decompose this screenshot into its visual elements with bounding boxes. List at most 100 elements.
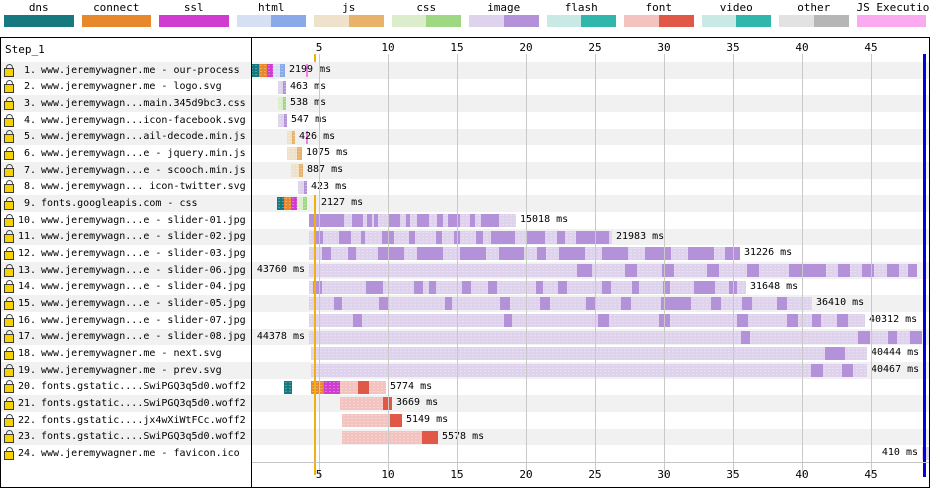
request-label: www.jeremywagner.me - logo.svg [41,81,222,93]
request-bar-chunk [379,297,390,311]
request-row[interactable]: 22. fonts.gstatic....jx4wXiWtFCc.woff2 514… [1,412,929,429]
request-bar-segment-font_l[interactable] [342,414,402,427]
request-bar-segment-img_d[interactable] [283,80,286,94]
request-bar-segment-img_l[interactable] [311,364,867,377]
js-execution-tick [306,64,308,77]
request-bar-segment-js_l[interactable] [287,130,292,144]
request-bar-segment-img_l[interactable] [278,80,283,94]
request-bar-segment-img_l[interactable] [309,314,865,327]
request-row-label-cell: 17. www.jeremywagn...e - slider-08.jpg [1,329,251,346]
request-bar-segment-ssl[interactable] [267,64,273,77]
request-row[interactable]: 15. www.jeremywagn...e - slider-05.jpg 364… [1,295,929,312]
request-bar-segment-img_l[interactable] [278,114,284,127]
request-bar-chunk [693,280,716,294]
request-bar-segment-img_l[interactable] [309,264,917,277]
request-row[interactable]: 18. www.jeremywagner.me - next.svg 40444 m… [1,345,929,362]
axis-tick-label: 35 [726,41,740,54]
legend-item-dns: dns [0,0,78,37]
legend-swatch-color [856,15,926,27]
request-bar-segment-img_l[interactable] [309,214,516,227]
request-row[interactable]: 4. www.jeremywagn...icon-facebook.svg 547 … [1,112,929,129]
request-bar-segment-connect[interactable] [259,64,267,77]
request-row[interactable]: 23. fonts.gstatic....SwiPGQ3q5d0.woff2 557… [1,428,929,446]
request-number: 20. [17,381,36,393]
request-bar-chunk [886,264,899,277]
request-bar-segment-img_l[interactable] [309,280,746,294]
request-row-label-cell: 21. fonts.gstatic....SwiPGQ3q5d0.woff2 [1,395,251,412]
request-row[interactable]: 21. fonts.gstatic....SwiPGQ3q5d0.woff2 366… [1,395,929,412]
secure-lock-icon [4,413,14,427]
request-row[interactable]: 2. www.jeremywagner.me - logo.svg 463 ms [1,79,929,96]
request-bar-segment-connect[interactable] [311,380,324,394]
request-row[interactable]: 13. www.jeremywagn...e - slider-06.jpg 437… [1,262,929,279]
request-row[interactable]: 19. www.jeremywagner.me - prev.svg 40467 m… [1,362,929,379]
request-row[interactable]: 16. www.jeremywagn...e - slider-07.jpg 403… [1,312,929,329]
legend-swatch-color [658,15,694,27]
legend-label: other [797,1,831,14]
request-row[interactable]: 14. www.jeremywagn...e - slider-04.jpg 316… [1,279,929,296]
request-row[interactable]: 10. www.jeremywagn...e - slider-01.jpg 150… [1,212,929,229]
request-row[interactable]: 6. www.jeremywagn...e - jquery.min.js 1075… [1,145,929,162]
request-bar-segment-img_l[interactable] [309,297,812,311]
request-bar-segment-img_l[interactable] [309,230,612,244]
request-bar-segment-js_d[interactable] [297,147,302,161]
request-bar-segment-img_l[interactable] [298,180,304,194]
request-row[interactable]: 24. www.jeremywagner.me - favicon.ico 410 … [1,445,929,462]
request-bar-segment-css_d[interactable] [283,97,286,111]
request-label: www.jeremywagn...e - slider-06.jpg [41,264,246,276]
request-row[interactable]: 9. fonts.googleapis.com - css 2127 ms [1,195,929,212]
request-bar-segment-img_l[interactable] [922,447,929,461]
request-bar-segment-html_l[interactable] [273,64,280,77]
request-bar-segment-font_l[interactable] [342,430,438,444]
request-bar-segment-dns[interactable] [251,64,259,77]
lock-body [4,151,14,161]
request-bar-chunk [461,280,471,294]
secure-lock-icon [4,80,14,94]
request-bar-chunk [447,214,461,227]
request-bar-chunk [724,247,740,261]
request-row-label-cell: 22. fonts.gstatic....jx4wXiWtFCc.woff2 [1,412,251,429]
request-bar-chunk [557,230,566,244]
request-bar-chunk [436,230,443,244]
request-row[interactable]: 3. www.jeremywagn...main.345d9bc3.css 538 … [1,95,929,112]
request-row[interactable]: 11. www.jeremywagn...e - slider-02.jpg 219… [1,228,929,246]
request-bar-segment-connect[interactable] [284,197,291,211]
request-bar-segment-img_l[interactable] [311,347,867,361]
request-row[interactable]: 20. fonts.gstatic....SwiPGQ3q5d0.woff2 577… [1,379,929,396]
request-row[interactable]: 1. www.jeremywagner.me - our-process 2199 … [1,62,929,79]
request-bar-segment-css_l[interactable] [297,197,303,211]
request-bar-segment-font_l[interactable] [340,380,386,394]
request-bar-segment-img_l[interactable] [309,330,922,344]
request-time-label: 40444 ms [871,347,920,359]
request-number: 9. [23,198,36,210]
request-row[interactable]: 12. www.jeremywagn...e - slider-03.jpg 312… [1,245,929,262]
request-row[interactable]: 5. www.jeremywagn...ail-decode.min.js 426 … [1,128,929,146]
request-bar-segment-js_d[interactable] [292,130,295,144]
request-row[interactable]: 17. www.jeremywagn...e - slider-08.jpg 443… [1,328,929,346]
request-bar-chunk [498,247,525,261]
legend-swatch [236,15,306,27]
request-bar-chunk [837,264,851,277]
request-bar-segment-img_l[interactable] [309,247,740,261]
request-bar-segment-img_d[interactable] [304,180,307,194]
request-bar-segment-html_d[interactable] [280,64,285,77]
request-bar-segment-dns[interactable] [277,197,284,211]
request-bar-segment-dns[interactable] [284,380,292,394]
legend-item-js-execution: JS Execution [853,0,930,37]
request-label: www.jeremywagner.me - our-process [41,64,240,76]
request-bar-segment-font_l[interactable] [340,397,392,411]
request-row[interactable]: 7. www.jeremywagn...e - scooch.min.js 887 … [1,162,929,179]
request-bar-segment-js_l[interactable] [287,147,297,161]
request-bar-segment-ssl[interactable] [291,197,297,211]
legend-swatch [624,15,694,27]
secure-lock-icon [4,147,14,161]
request-bar-segment-css_d[interactable] [303,197,307,211]
request-bar-segment-img_d[interactable] [284,114,287,127]
request-bar-chunk [909,330,922,344]
request-bar-segment-js_d[interactable] [299,164,303,177]
request-bar-segment-css_l[interactable] [278,97,283,111]
request-row-label-cell: 5. www.jeremywagn...ail-decode.min.js [1,129,251,146]
request-row[interactable]: 8. www.jeremywagn... icon-twitter.svg 423 … [1,179,929,196]
request-bar-segment-js_l[interactable] [291,164,299,177]
request-bar-segment-ssl[interactable] [324,380,340,394]
